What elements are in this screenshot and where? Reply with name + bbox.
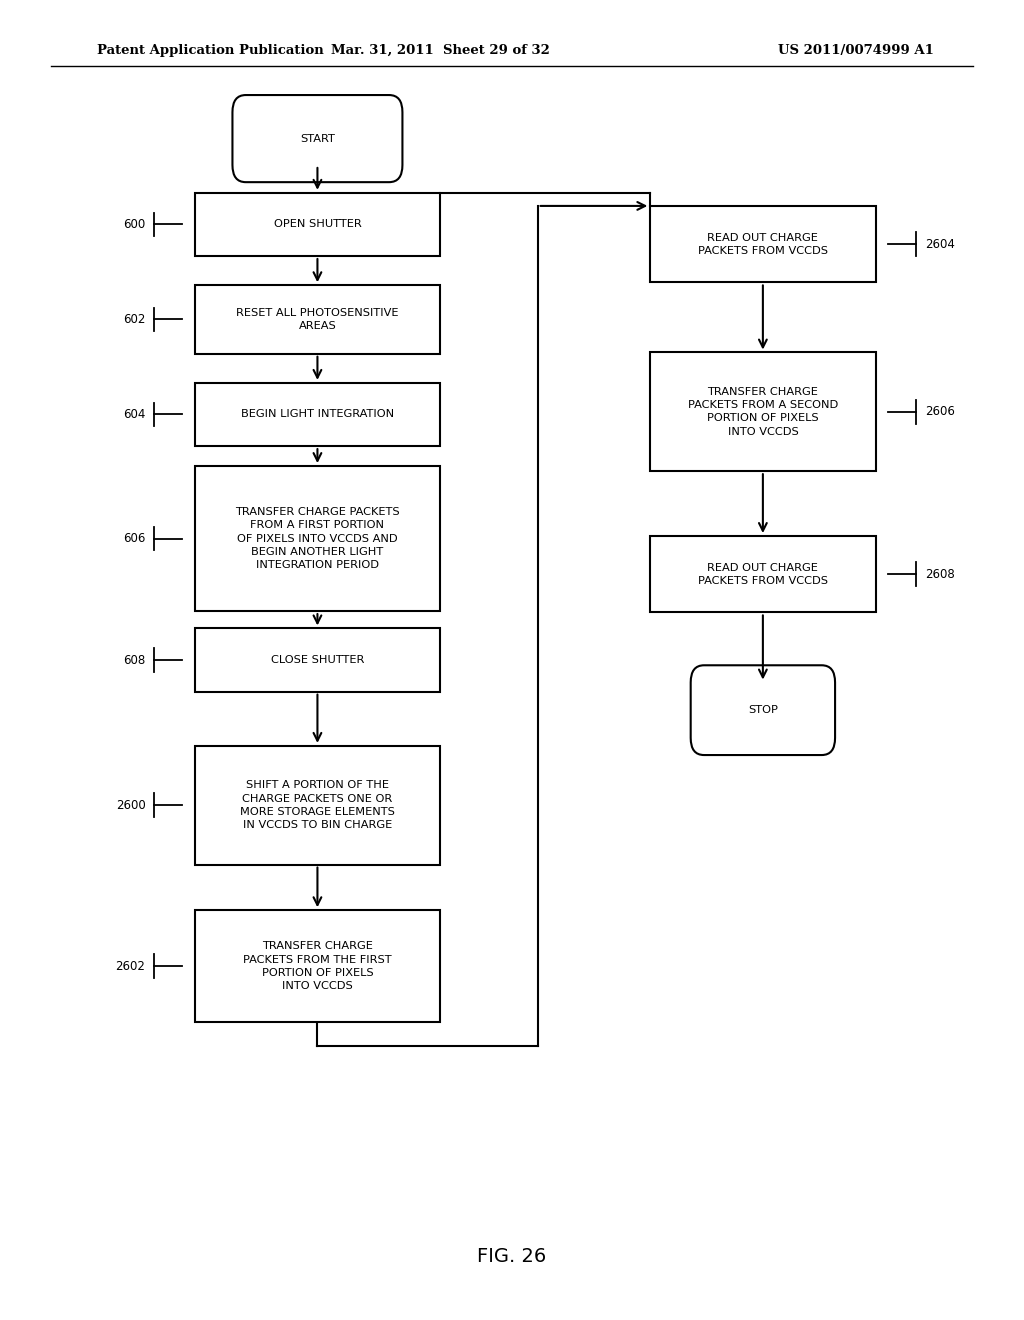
Text: 600: 600 — [123, 218, 145, 231]
Text: 606: 606 — [123, 532, 145, 545]
Text: TRANSFER CHARGE PACKETS
FROM A FIRST PORTION
OF PIXELS INTO VCCDS AND
BEGIN ANOT: TRANSFER CHARGE PACKETS FROM A FIRST POR… — [236, 507, 399, 570]
Text: 604: 604 — [123, 408, 145, 421]
Text: 2606: 2606 — [925, 405, 954, 418]
Text: 2602: 2602 — [116, 960, 145, 973]
Bar — [195, 193, 440, 256]
Text: Mar. 31, 2011  Sheet 29 of 32: Mar. 31, 2011 Sheet 29 of 32 — [331, 44, 550, 57]
FancyBboxPatch shape — [232, 95, 402, 182]
Text: CLOSE SHUTTER: CLOSE SHUTTER — [270, 655, 365, 665]
Bar — [650, 352, 876, 471]
Text: US 2011/0074999 A1: US 2011/0074999 A1 — [778, 44, 934, 57]
Text: 608: 608 — [123, 653, 145, 667]
Text: FIG. 26: FIG. 26 — [477, 1247, 547, 1266]
Bar — [195, 628, 440, 692]
Text: SHIFT A PORTION OF THE
CHARGE PACKETS ONE OR
MORE STORAGE ELEMENTS
IN VCCDS TO B: SHIFT A PORTION OF THE CHARGE PACKETS ON… — [240, 780, 395, 830]
Bar — [195, 911, 440, 1022]
Text: OPEN SHUTTER: OPEN SHUTTER — [273, 219, 361, 230]
Bar — [195, 746, 440, 865]
Text: READ OUT CHARGE
PACKETS FROM VCCDS: READ OUT CHARGE PACKETS FROM VCCDS — [698, 562, 827, 586]
Text: Patent Application Publication: Patent Application Publication — [97, 44, 324, 57]
Text: TRANSFER CHARGE
PACKETS FROM THE FIRST
PORTION OF PIXELS
INTO VCCDS: TRANSFER CHARGE PACKETS FROM THE FIRST P… — [243, 941, 392, 991]
Text: START: START — [300, 133, 335, 144]
Text: BEGIN LIGHT INTEGRATION: BEGIN LIGHT INTEGRATION — [241, 409, 394, 420]
Text: 2608: 2608 — [925, 568, 954, 581]
Bar — [195, 383, 440, 446]
Text: TRANSFER CHARGE
PACKETS FROM A SECOND
PORTION OF PIXELS
INTO VCCDS: TRANSFER CHARGE PACKETS FROM A SECOND PO… — [688, 387, 838, 437]
Bar — [195, 466, 440, 611]
Text: STOP: STOP — [748, 705, 778, 715]
Text: RESET ALL PHOTOSENSITIVE
AREAS: RESET ALL PHOTOSENSITIVE AREAS — [237, 308, 398, 331]
Bar — [195, 285, 440, 354]
FancyBboxPatch shape — [690, 665, 836, 755]
Text: 602: 602 — [123, 313, 145, 326]
Text: READ OUT CHARGE
PACKETS FROM VCCDS: READ OUT CHARGE PACKETS FROM VCCDS — [698, 232, 827, 256]
Bar — [650, 536, 876, 612]
Text: 2604: 2604 — [925, 238, 954, 251]
Text: 2600: 2600 — [116, 799, 145, 812]
Bar — [650, 206, 876, 282]
